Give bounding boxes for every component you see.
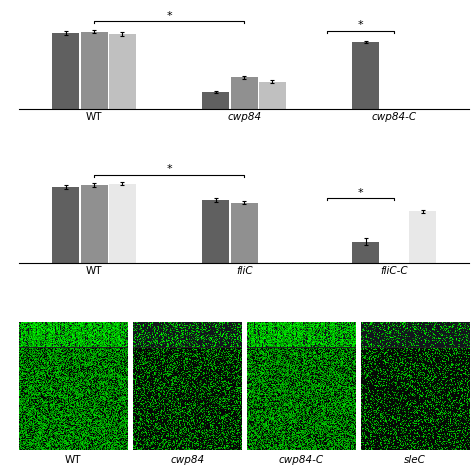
Text: WT: WT — [65, 456, 82, 465]
Bar — [52, 187, 79, 263]
Bar — [352, 242, 379, 263]
Bar — [352, 42, 379, 109]
Bar — [259, 82, 286, 109]
Bar — [230, 77, 257, 109]
Text: cwp84-C: cwp84-C — [279, 456, 324, 465]
Text: cwp84: cwp84 — [170, 456, 204, 465]
Bar — [409, 211, 436, 263]
Bar — [109, 183, 136, 263]
Bar — [202, 92, 229, 109]
Text: *: * — [166, 164, 172, 174]
Text: *: * — [166, 11, 172, 21]
Bar — [81, 185, 108, 263]
Bar — [109, 34, 136, 109]
Text: *: * — [357, 20, 363, 30]
Bar — [230, 202, 257, 263]
Text: *: * — [357, 188, 363, 198]
Bar — [202, 200, 229, 263]
Text: sleC: sleC — [404, 456, 426, 465]
Bar — [52, 33, 79, 109]
Bar — [81, 32, 108, 109]
